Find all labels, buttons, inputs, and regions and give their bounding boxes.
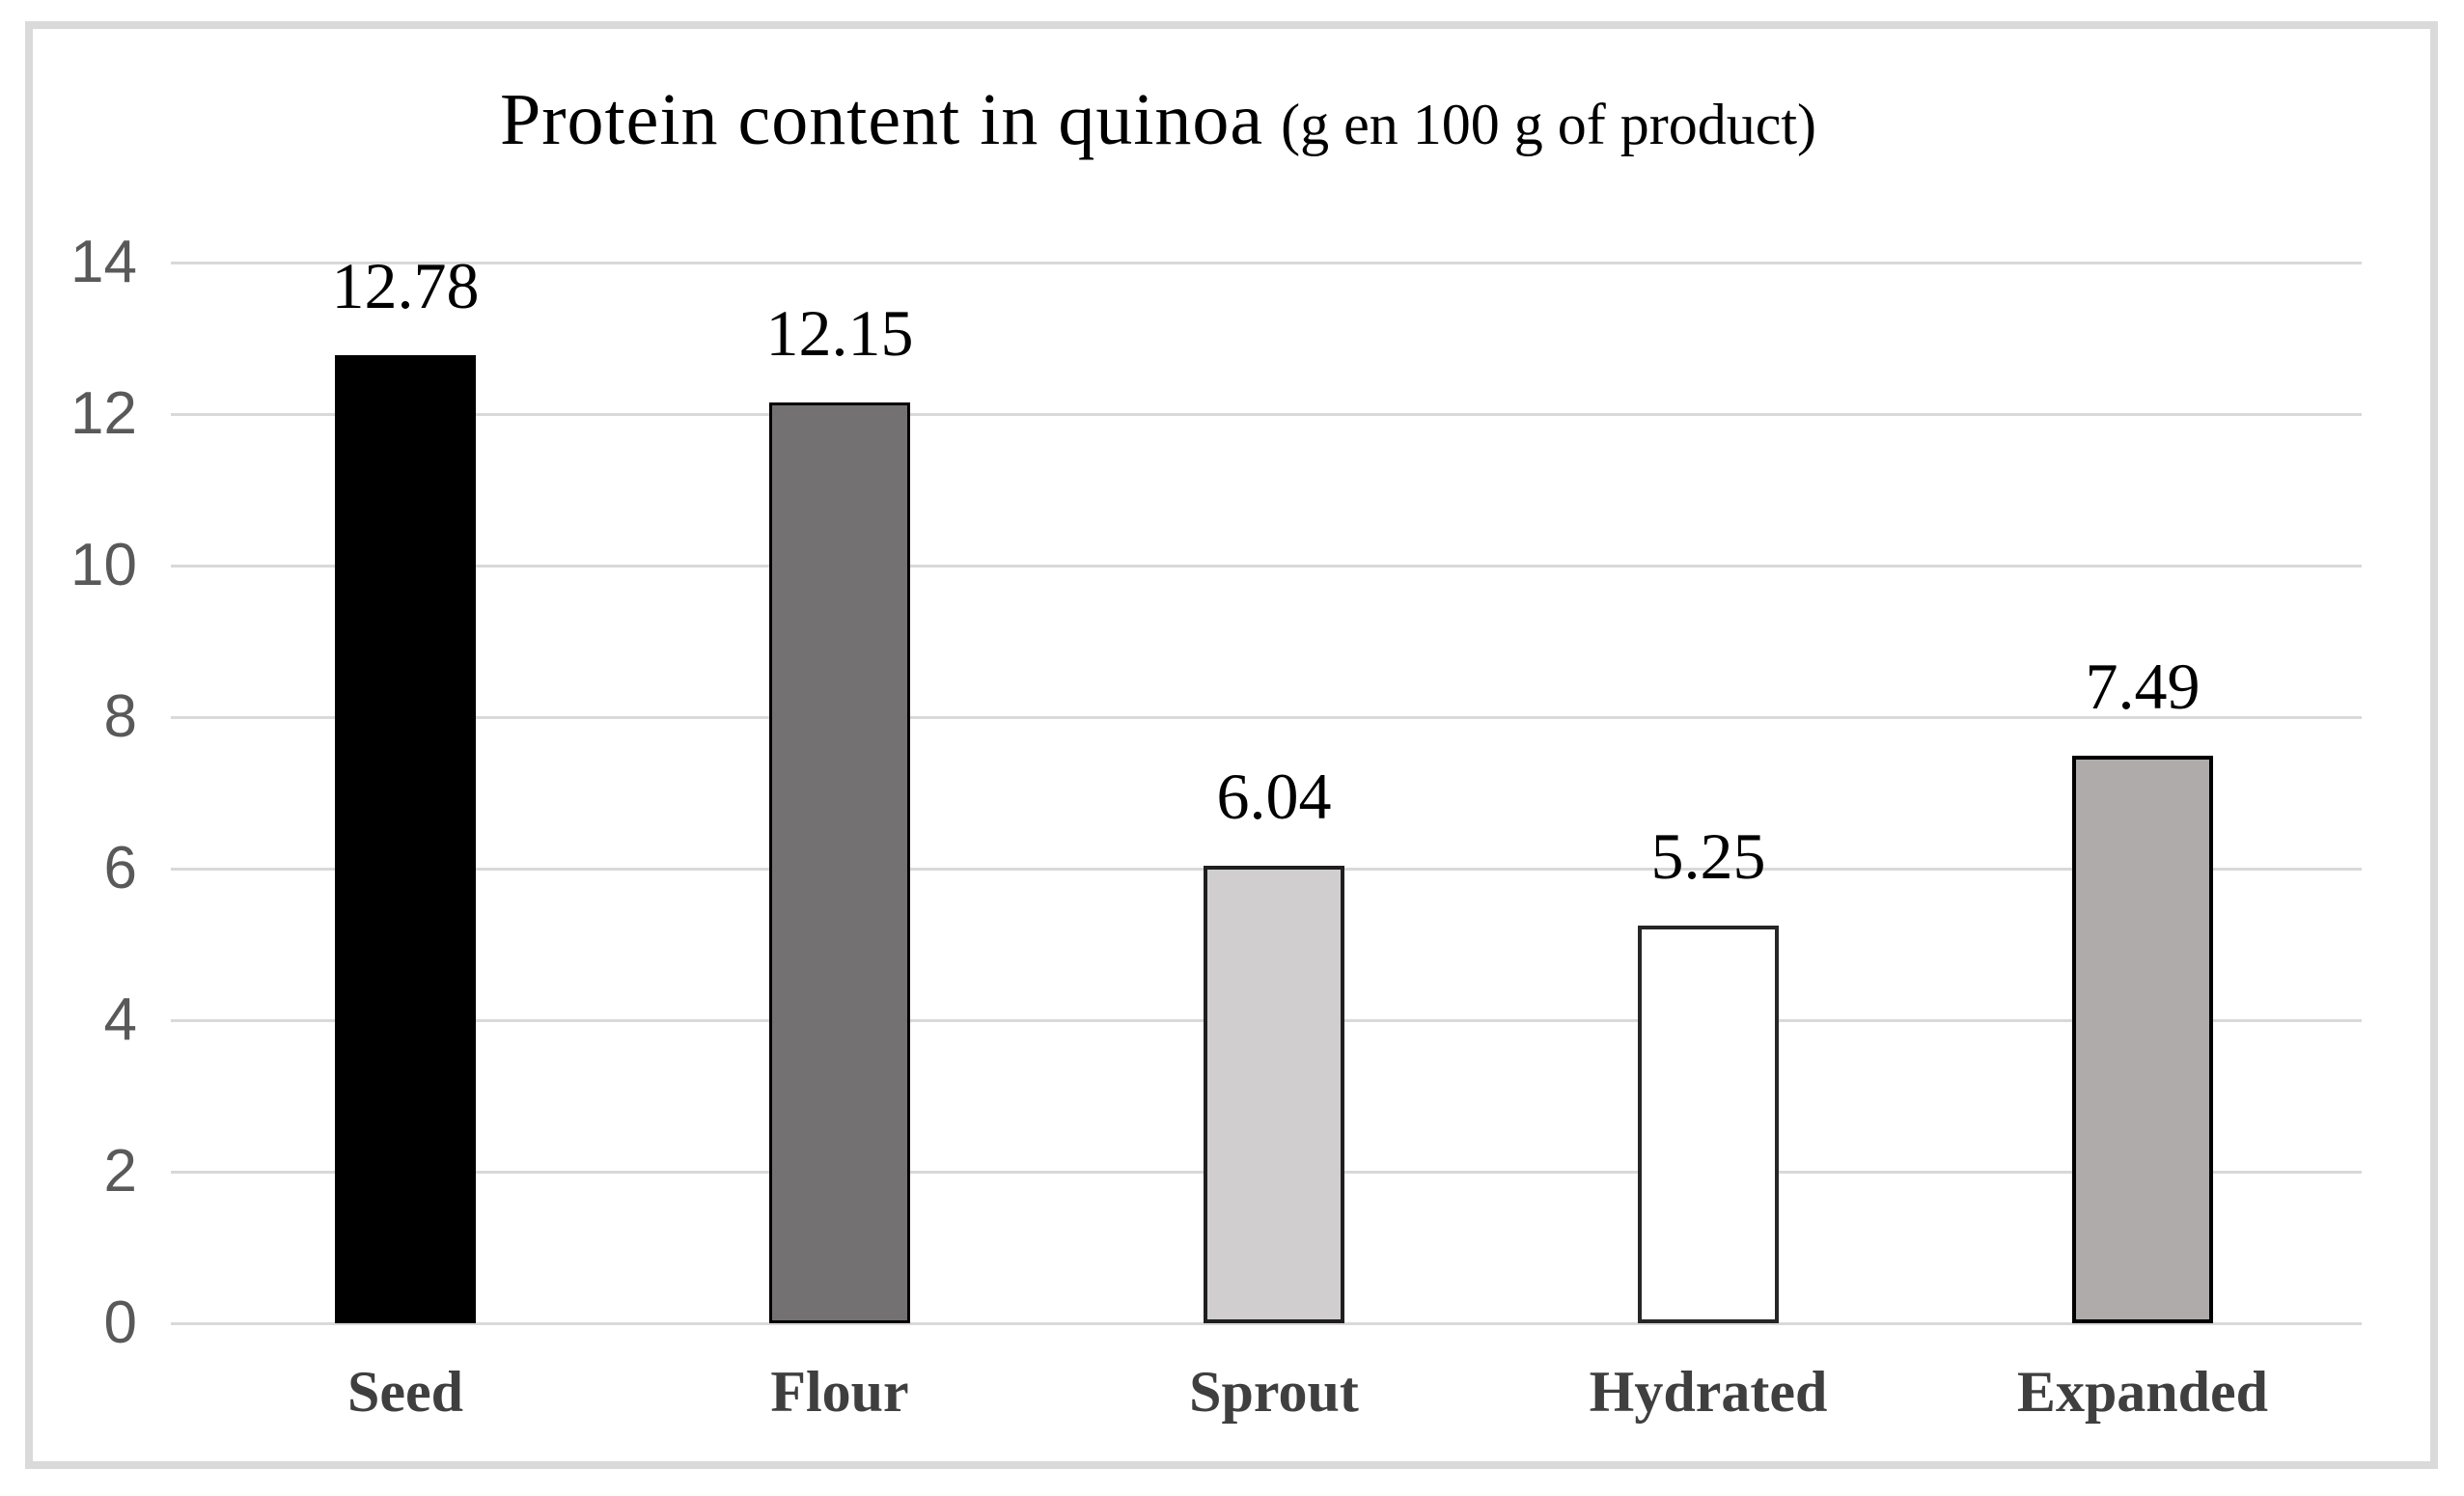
value-label-sprout: 6.04 (1216, 760, 1332, 833)
bar-flour (769, 402, 910, 1323)
bar-seed (335, 355, 476, 1323)
category-label-expanded: Expanded (2016, 1360, 2269, 1424)
category-label-seed: Seed (347, 1360, 463, 1424)
gridline-0 (171, 1322, 2362, 1325)
category-label-flour: Flour (770, 1360, 909, 1424)
value-label-seed: 12.78 (331, 249, 480, 322)
value-label-flour: 12.15 (765, 296, 914, 370)
value-label-expanded: 7.49 (2085, 650, 2201, 723)
y-axis-tick-14: 14 (70, 229, 137, 295)
gridline-8 (171, 716, 2362, 719)
y-axis-tick-8: 8 (103, 683, 137, 750)
gridline-10 (171, 565, 2362, 568)
y-axis-tick-12: 12 (70, 380, 137, 447)
category-label-sprout: Sprout (1189, 1360, 1359, 1424)
y-axis-tick-4: 4 (103, 986, 137, 1053)
value-label-hydrated: 5.25 (1650, 819, 1766, 893)
category-label-hydrated: Hydrated (1589, 1360, 1828, 1424)
bar-expanded (2072, 756, 2213, 1323)
bar-sprout (1204, 866, 1344, 1323)
gridline-14 (171, 262, 2362, 264)
y-axis-tick-2: 2 (103, 1138, 137, 1205)
chart-title: Protein content in quinoa (g en 100 g of … (0, 66, 2316, 194)
y-axis-tick-6: 6 (103, 835, 137, 901)
gridline-12 (171, 413, 2362, 416)
chart-title-unit: (g en 100 g of product) (1281, 93, 1817, 156)
bar-hydrated (1638, 926, 1779, 1323)
chart-title-main: Protein content in quinoa (499, 79, 1264, 160)
y-axis-tick-0: 0 (103, 1289, 137, 1356)
y-axis-tick-10: 10 (70, 532, 137, 598)
